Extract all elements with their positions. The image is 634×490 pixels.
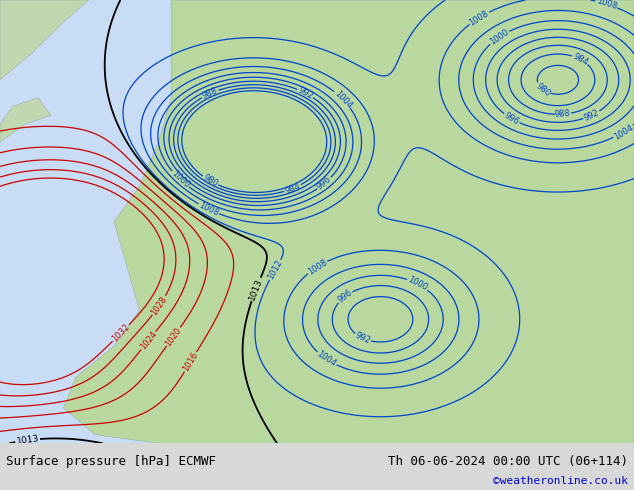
Text: 1004: 1004 (332, 89, 353, 110)
Text: 1032: 1032 (110, 322, 131, 343)
Text: Th 06-06-2024 00:00 UTC (06+114): Th 06-06-2024 00:00 UTC (06+114) (387, 455, 628, 467)
Polygon shape (0, 98, 51, 142)
Text: 992: 992 (583, 108, 600, 122)
Text: 1008: 1008 (595, 0, 618, 12)
Text: 1000: 1000 (488, 27, 510, 47)
Text: 1013: 1013 (16, 434, 39, 446)
Text: 1000: 1000 (169, 169, 191, 190)
Text: 1004: 1004 (315, 349, 338, 369)
Text: 988: 988 (554, 109, 571, 119)
Text: 980: 980 (201, 173, 219, 189)
Text: 1000: 1000 (406, 275, 429, 293)
Text: 984: 984 (283, 181, 302, 196)
Text: 1028: 1028 (150, 294, 169, 317)
Text: 1008: 1008 (306, 257, 328, 276)
Text: 992: 992 (296, 86, 314, 101)
Polygon shape (63, 0, 634, 443)
Text: 996: 996 (316, 175, 333, 192)
Text: 996: 996 (503, 111, 521, 126)
Text: 988: 988 (201, 86, 219, 101)
Text: 1012: 1012 (266, 259, 284, 281)
Text: 984: 984 (571, 51, 590, 67)
Text: 992: 992 (354, 331, 372, 345)
Text: 996: 996 (336, 288, 354, 305)
Text: 1016: 1016 (181, 350, 200, 373)
Text: ©weatheronline.co.uk: ©weatheronline.co.uk (493, 476, 628, 486)
Text: 980: 980 (534, 81, 552, 98)
Text: Surface pressure [hPa] ECMWF: Surface pressure [hPa] ECMWF (6, 455, 216, 467)
Text: 1013: 1013 (248, 277, 264, 301)
Text: 1004: 1004 (612, 122, 634, 141)
Text: 1024: 1024 (138, 330, 158, 351)
Polygon shape (0, 0, 89, 80)
Text: 1008: 1008 (468, 8, 491, 27)
Text: 1008: 1008 (197, 200, 220, 218)
Text: 1020: 1020 (164, 325, 183, 348)
